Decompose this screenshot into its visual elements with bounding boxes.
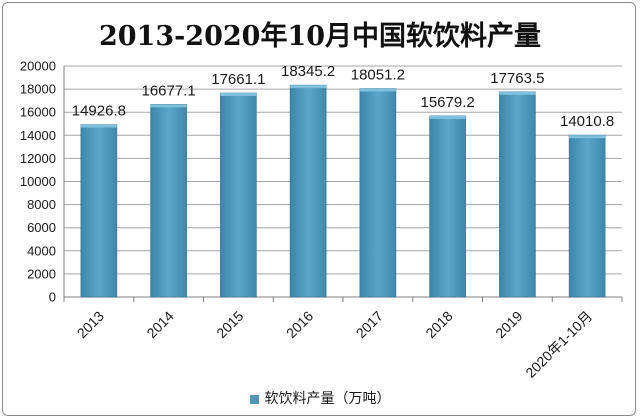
- data-label: 18345.2: [281, 63, 335, 80]
- bar: [220, 92, 257, 298]
- chart-title: 2013-2020年10月中国软饮料产量: [98, 21, 542, 52]
- y-tick-label: 8000: [27, 197, 56, 212]
- y-tick-label: 6000: [27, 220, 56, 235]
- bar-top: [429, 115, 466, 119]
- bar-top: [499, 91, 536, 95]
- y-tick-label: 2000: [27, 266, 56, 281]
- legend-label: 软饮料产量（万吨）: [264, 391, 391, 407]
- bar-top: [80, 124, 117, 128]
- bar: [289, 84, 327, 298]
- bar: [150, 104, 187, 298]
- bar: [568, 134, 606, 298]
- data-label: 17763.5: [490, 70, 544, 87]
- x-tick-label: 2019: [492, 308, 525, 341]
- bar: [499, 91, 536, 298]
- data-label: 18051.2: [351, 67, 405, 84]
- y-tick-label: 0: [49, 290, 56, 305]
- legend: 软饮料产量（万吨）: [0, 388, 640, 408]
- y-tick-label: 10000: [20, 174, 56, 189]
- legend-swatch: [249, 394, 259, 404]
- x-tick-label: 2015: [213, 308, 246, 341]
- data-label: 16677.1: [142, 82, 196, 99]
- y-tick-label: 20000: [20, 59, 56, 74]
- data-label: 14926.8: [72, 103, 126, 120]
- bar-top: [290, 85, 327, 89]
- y-tick-label: 16000: [20, 105, 56, 120]
- y-tick-label: 18000: [20, 82, 56, 97]
- bar-top: [359, 88, 396, 92]
- y-tick-label: 4000: [27, 243, 56, 258]
- bar-top: [150, 104, 187, 108]
- y-tick-label: 12000: [20, 151, 56, 166]
- x-tick-label: 2018: [422, 308, 455, 341]
- bar: [429, 115, 466, 298]
- y-tick-label: 14000: [20, 128, 56, 143]
- bar-top: [220, 93, 257, 97]
- x-tick-label: 2020年1-10月: [522, 308, 595, 381]
- bar: [80, 124, 118, 298]
- bar: [359, 88, 397, 298]
- x-tick-label: 2014: [143, 308, 176, 341]
- x-tick-label: 2017: [353, 308, 386, 341]
- data-label: 17661.1: [211, 71, 265, 88]
- data-label: 15679.2: [421, 94, 475, 111]
- x-tick-label: 2016: [283, 308, 316, 341]
- bar-top: [569, 135, 606, 139]
- x-tick-label: 2013: [74, 308, 107, 341]
- data-label: 14010.8: [560, 113, 614, 130]
